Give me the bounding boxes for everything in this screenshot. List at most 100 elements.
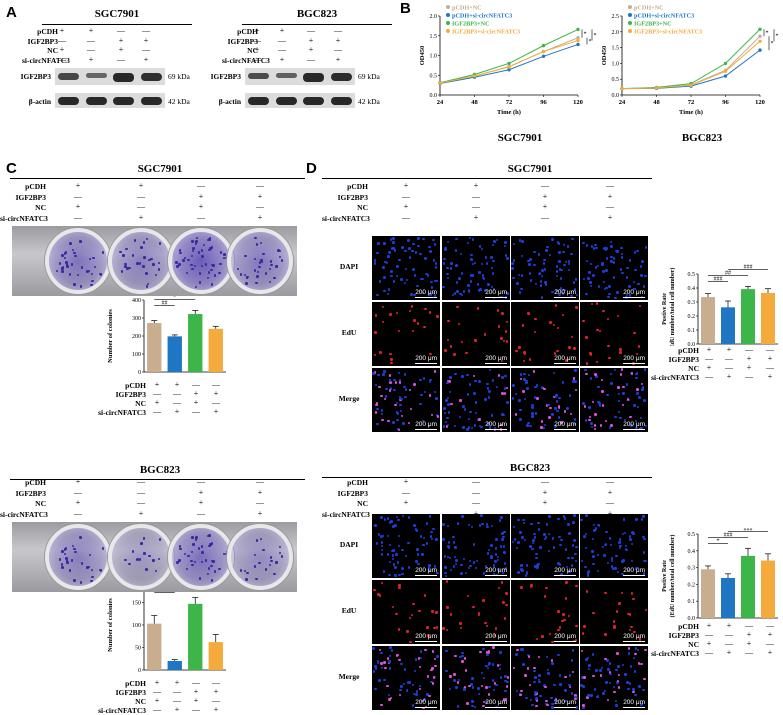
cell-nucleus — [558, 563, 562, 566]
condition-sign: — — [307, 26, 315, 35]
cell-nucleus — [374, 667, 378, 670]
blot-row-label: β-actin — [28, 97, 51, 106]
colony-dot — [210, 542, 214, 545]
cell-nucleus — [502, 545, 506, 548]
cell-nucleus — [380, 544, 384, 548]
cell-nucleus — [533, 536, 537, 539]
colony-dot — [63, 256, 67, 260]
colony-dot — [178, 249, 182, 252]
bar — [188, 314, 203, 372]
cell-nucleus — [619, 544, 622, 548]
cell-nucleus — [445, 628, 449, 632]
condition-sign: + — [75, 477, 81, 486]
cell-nucleus — [616, 314, 620, 318]
cell-nucleus — [512, 666, 516, 670]
condition-sign: + — [473, 508, 479, 518]
colony-dot — [124, 262, 127, 266]
cell-nucleus — [433, 626, 436, 630]
colony-dot — [206, 276, 210, 280]
cell-nucleus — [435, 611, 438, 614]
condition-label: si-circNFATC3 — [222, 55, 270, 65]
cell-nucleus — [424, 307, 427, 311]
cell-nucleus — [496, 309, 500, 312]
condition-sign: + — [213, 687, 219, 696]
cell-nucleus — [432, 238, 435, 242]
colony-dot — [275, 560, 279, 564]
cell-nucleus — [634, 652, 637, 656]
cell-nucleus — [486, 382, 489, 386]
cell-nucleus — [521, 648, 525, 651]
x-tick-label: 72 — [688, 99, 695, 106]
cell-nucleus — [603, 247, 606, 250]
cell-nucleus — [627, 647, 631, 650]
cell-nucleus — [580, 518, 583, 522]
x-tick-label: 120 — [573, 99, 583, 106]
cell-nucleus — [397, 428, 401, 432]
cell-nucleus — [478, 380, 481, 383]
data-point — [723, 74, 728, 78]
cell-nucleus — [488, 368, 492, 372]
cell-nucleus — [397, 534, 401, 538]
cell-nucleus — [564, 260, 568, 264]
cell-nucleus — [580, 649, 584, 653]
colony-dot — [91, 575, 94, 579]
colony-dot — [246, 571, 249, 575]
cell-nucleus — [512, 242, 515, 246]
cell-nucleus — [551, 413, 554, 416]
cell-nucleus — [562, 613, 565, 616]
cell-nucleus — [635, 352, 639, 356]
cell-nucleus — [591, 400, 595, 404]
y-tick-label: 0.0 — [612, 93, 620, 99]
cell-nucleus — [630, 592, 634, 595]
cell-nucleus — [582, 706, 585, 710]
cell-nucleus — [595, 360, 598, 364]
cell-nucleus — [419, 650, 423, 653]
colony-dot — [262, 252, 265, 256]
cell-nucleus — [583, 535, 586, 538]
cell-nucleus — [571, 237, 574, 241]
cell-nucleus — [613, 626, 616, 629]
cell-nucleus — [426, 693, 429, 696]
cell-nucleus — [447, 319, 450, 323]
colony-dot — [61, 254, 64, 257]
colony-dot — [254, 236, 257, 240]
condition-sign: — — [725, 354, 733, 363]
cell-nucleus — [467, 417, 471, 421]
condition-sign: + — [118, 35, 124, 45]
cell-nucleus — [466, 702, 469, 705]
cell-nucleus — [380, 541, 384, 544]
cell-nucleus — [610, 382, 613, 385]
cell-nucleus — [582, 277, 586, 281]
cell-nucleus — [454, 654, 457, 658]
cell-nucleus — [401, 514, 405, 518]
cell-nucleus — [542, 426, 545, 430]
cell-nucleus — [633, 404, 636, 407]
sig-label: ## — [725, 270, 731, 276]
bar — [741, 289, 755, 344]
cell-nucleus — [502, 601, 505, 604]
colony-dot — [145, 285, 149, 288]
bar — [208, 328, 223, 372]
cell-nucleus — [420, 277, 423, 281]
sig-label: * — [776, 33, 779, 39]
cell-nucleus — [544, 283, 548, 287]
cell-nucleus — [467, 284, 470, 287]
cell-nucleus — [399, 409, 403, 413]
cell-nucleus — [404, 395, 407, 399]
cell-nucleus — [376, 660, 380, 663]
cell-nucleus — [401, 572, 404, 576]
cell-nucleus — [608, 671, 612, 674]
condition-sign: + — [607, 191, 613, 201]
y-axis-label: Postive Rate — [662, 560, 668, 592]
sig-label: ### — [744, 264, 753, 270]
cell-nucleus — [473, 261, 477, 265]
cell-nucleus — [445, 425, 448, 428]
scale-bar: 200 μm — [554, 355, 576, 362]
legend-label: IGF2BP3+si-circNFATC3 — [452, 29, 520, 36]
cell-nucleus — [547, 403, 550, 407]
data-point — [576, 42, 580, 47]
cell-nucleus — [535, 697, 538, 700]
cell-nucleus — [402, 422, 405, 425]
colony-dot — [128, 266, 131, 270]
cell-nucleus — [487, 693, 491, 696]
